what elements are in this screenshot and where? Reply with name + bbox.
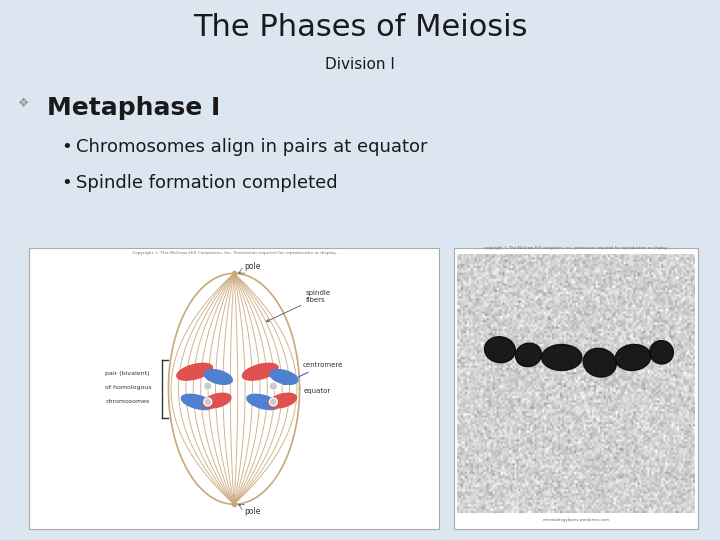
Text: pole: pole [245,262,261,271]
Ellipse shape [485,337,516,363]
Text: equator: equator [304,388,330,394]
Circle shape [271,399,276,404]
Text: spindle
fibers: spindle fibers [266,291,331,322]
Ellipse shape [247,394,279,409]
Ellipse shape [204,370,233,384]
Bar [454,248,698,529]
Text: ❖: ❖ [18,97,30,110]
Circle shape [269,382,277,390]
Ellipse shape [270,370,298,384]
Text: Metaphase I: Metaphase I [47,96,220,120]
Ellipse shape [516,343,541,367]
Text: centromere: centromere [284,362,343,384]
Ellipse shape [541,345,582,370]
Text: of homologous: of homologous [106,385,152,390]
Circle shape [205,383,211,389]
Text: •: • [61,138,72,156]
Text: Spindle formation completed: Spindle formation completed [76,174,337,192]
Text: pair (bivalent): pair (bivalent) [106,370,150,375]
Text: The Phases of Meiosis: The Phases of Meiosis [193,14,527,43]
Circle shape [204,382,212,390]
Circle shape [269,398,277,406]
Text: •: • [61,174,72,192]
Ellipse shape [243,363,278,380]
Text: Chromosomes align in pairs at equator: Chromosomes align in pairs at equator [76,138,427,156]
Text: C.: C. [457,502,469,512]
Ellipse shape [177,363,212,380]
Ellipse shape [649,341,673,364]
Ellipse shape [616,345,651,370]
Ellipse shape [269,393,297,408]
Circle shape [204,398,212,406]
Text: pole: pole [245,507,261,516]
Circle shape [271,383,276,389]
Ellipse shape [181,394,213,409]
Text: Division I: Division I [325,57,395,72]
Circle shape [205,399,210,404]
Ellipse shape [583,348,616,377]
Text: copyright © The McGraw-Hill companies, inc. permission required for reproduction: copyright © The McGraw-Hill companies, i… [484,246,668,250]
Bar [29,248,439,529]
Text: chromosomes: chromosomes [106,400,150,404]
Text: microbiologybytes.wordpress.com: microbiologybytes.wordpress.com [542,518,610,522]
Text: Copyright © The McGraw-Hill Companies, Inc. Permission required for reproduction: Copyright © The McGraw-Hill Companies, I… [132,251,336,255]
Ellipse shape [203,393,231,408]
